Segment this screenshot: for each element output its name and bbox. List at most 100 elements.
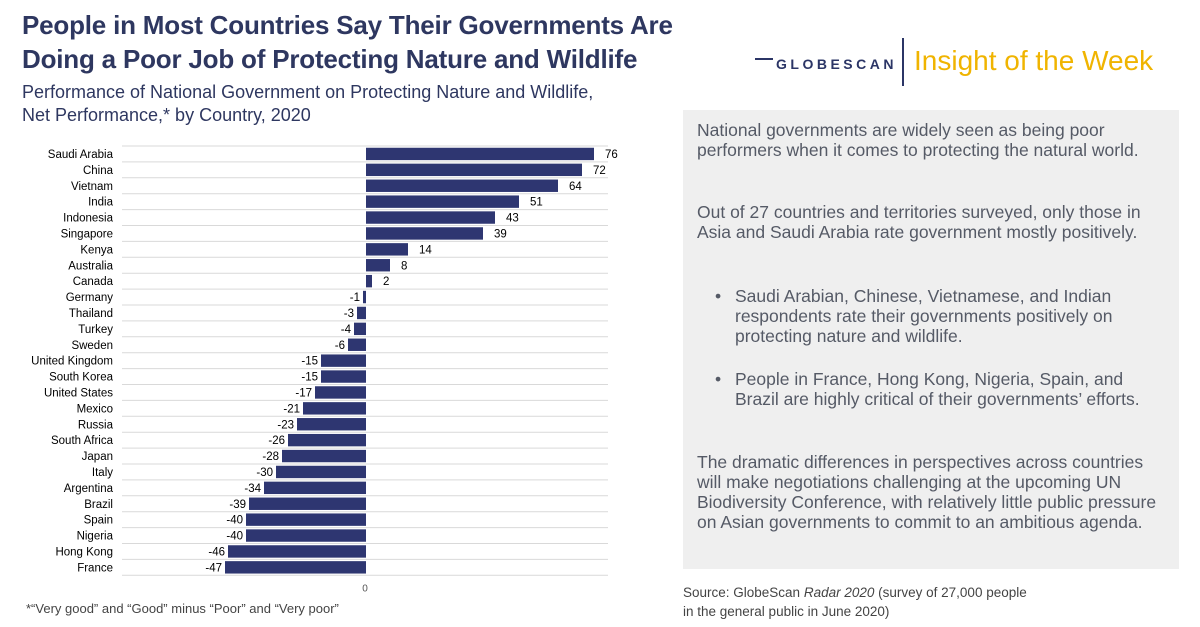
category-label: United Kingdom <box>31 356 113 368</box>
category-label: Kenya <box>80 244 113 256</box>
category-label: Spain <box>84 515 113 527</box>
bar <box>357 306 366 320</box>
bar <box>249 497 366 510</box>
insight-panel: National governments are widely seen as … <box>683 110 1179 569</box>
value-label: -3 <box>344 308 354 320</box>
bullet-marker-1: • <box>715 286 722 306</box>
bar <box>366 227 483 240</box>
value-label: -30 <box>256 467 273 479</box>
value-label: -21 <box>283 403 300 415</box>
source-suffix: (survey of 27,000 people <box>874 585 1027 600</box>
bar <box>366 195 519 208</box>
value-label: -47 <box>205 562 222 574</box>
subtitle-line-2: Net Performance,* by Country, 2020 <box>22 105 311 125</box>
bar <box>288 433 366 447</box>
value-label: 43 <box>506 213 519 225</box>
logo-divider <box>902 38 904 86</box>
chart-title: People in Most Countries Say Their Gover… <box>22 8 692 76</box>
bar <box>276 465 366 479</box>
bar <box>264 481 366 495</box>
bar <box>348 338 366 351</box>
category-label: South Africa <box>51 435 114 447</box>
category-label: France <box>77 562 113 574</box>
bar <box>354 322 366 336</box>
category-label: Sweden <box>71 340 113 352</box>
bar <box>315 386 366 399</box>
bar <box>225 561 366 574</box>
value-label: -40 <box>226 515 243 527</box>
value-label: -6 <box>335 340 345 352</box>
category-label: India <box>88 197 114 209</box>
category-label: Thailand <box>69 308 113 320</box>
panel-bullet-1: Saudi Arabian, Chinese, Vietnamese, and … <box>735 286 1113 346</box>
x-tick-label: 0 <box>362 583 368 594</box>
value-label: -40 <box>226 531 243 543</box>
value-label: -39 <box>229 499 246 511</box>
value-label: -46 <box>208 546 225 558</box>
value-label: 72 <box>593 165 606 177</box>
value-label: 39 <box>494 228 507 240</box>
category-label: Argentina <box>64 483 114 495</box>
category-label: Singapore <box>61 228 113 240</box>
bar <box>282 449 366 463</box>
bar <box>366 147 594 161</box>
bar <box>366 211 495 224</box>
value-label: -4 <box>341 324 352 336</box>
category-label: United States <box>44 387 113 399</box>
value-label: -28 <box>262 451 279 463</box>
bar <box>228 545 366 558</box>
bar <box>297 418 366 431</box>
value-label: 8 <box>401 260 407 272</box>
bar <box>246 513 366 526</box>
value-label: 14 <box>419 244 432 256</box>
bar <box>303 402 366 415</box>
category-label: Saudi Arabia <box>48 149 114 161</box>
value-label: -23 <box>277 419 294 431</box>
category-label: Italy <box>92 467 113 479</box>
category-label: Brazil <box>84 499 113 511</box>
source-prefix: Source: GlobeScan <box>683 585 804 600</box>
panel-paragraph-3: The dramatic differences in perspectives… <box>697 452 1157 532</box>
value-label: -15 <box>301 356 318 368</box>
panel-bullet-2: People in France, Hong Kong, Nigeria, Sp… <box>735 369 1140 409</box>
category-label: Mexico <box>77 403 113 415</box>
source-line-2: in the general public in June 2020) <box>683 604 890 619</box>
bar <box>363 290 366 304</box>
bar <box>366 274 372 288</box>
bar <box>366 243 408 256</box>
category-label: Australia <box>68 260 113 272</box>
value-label: -17 <box>295 387 312 399</box>
subtitle-line-1: Performance of National Government on Pr… <box>22 82 594 102</box>
panel-paragraph-1: National governments are widely seen as … <box>697 120 1139 160</box>
value-label: 64 <box>569 181 582 193</box>
bar <box>246 529 366 542</box>
value-label: 51 <box>530 197 543 209</box>
bar <box>366 163 582 177</box>
title-line-2: Doing a Poor Job of Protecting Nature an… <box>22 44 638 74</box>
panel-paragraph-2: Out of 27 countries and territories surv… <box>697 202 1141 242</box>
value-label: -1 <box>350 292 360 304</box>
value-label: 76 <box>605 149 618 161</box>
logo-rule-short <box>755 58 773 60</box>
footnote: *“Very good” and “Good” minus “Poor” and… <box>26 601 339 616</box>
category-label: Russia <box>78 419 114 431</box>
category-label: Indonesia <box>63 213 113 225</box>
globescan-logo: GLOBESCAN <box>776 56 897 72</box>
bar <box>366 179 558 192</box>
bullet-marker-2: • <box>715 369 722 389</box>
bar <box>366 259 390 272</box>
category-label: Germany <box>66 292 114 304</box>
source-note: Source: GlobeScan Radar 2020 (survey of … <box>683 583 1183 621</box>
insight-of-the-week: Insight of the Week <box>914 45 1154 76</box>
bar <box>321 354 366 367</box>
bar-chart: Saudi Arabia 76 China 72 Vietnam 64 India 51 Ind… <box>31 145 618 594</box>
category-label: Canada <box>73 276 114 288</box>
value-label: -15 <box>301 372 318 384</box>
value-label: 2 <box>383 276 389 288</box>
chart-subtitle: Performance of National Government on Pr… <box>22 81 682 127</box>
source-italic: Radar 2020 <box>803 585 875 600</box>
category-label: Nigeria <box>77 531 114 543</box>
value-label: -26 <box>268 435 285 447</box>
category-label: South Korea <box>49 372 114 384</box>
bar <box>321 370 366 383</box>
